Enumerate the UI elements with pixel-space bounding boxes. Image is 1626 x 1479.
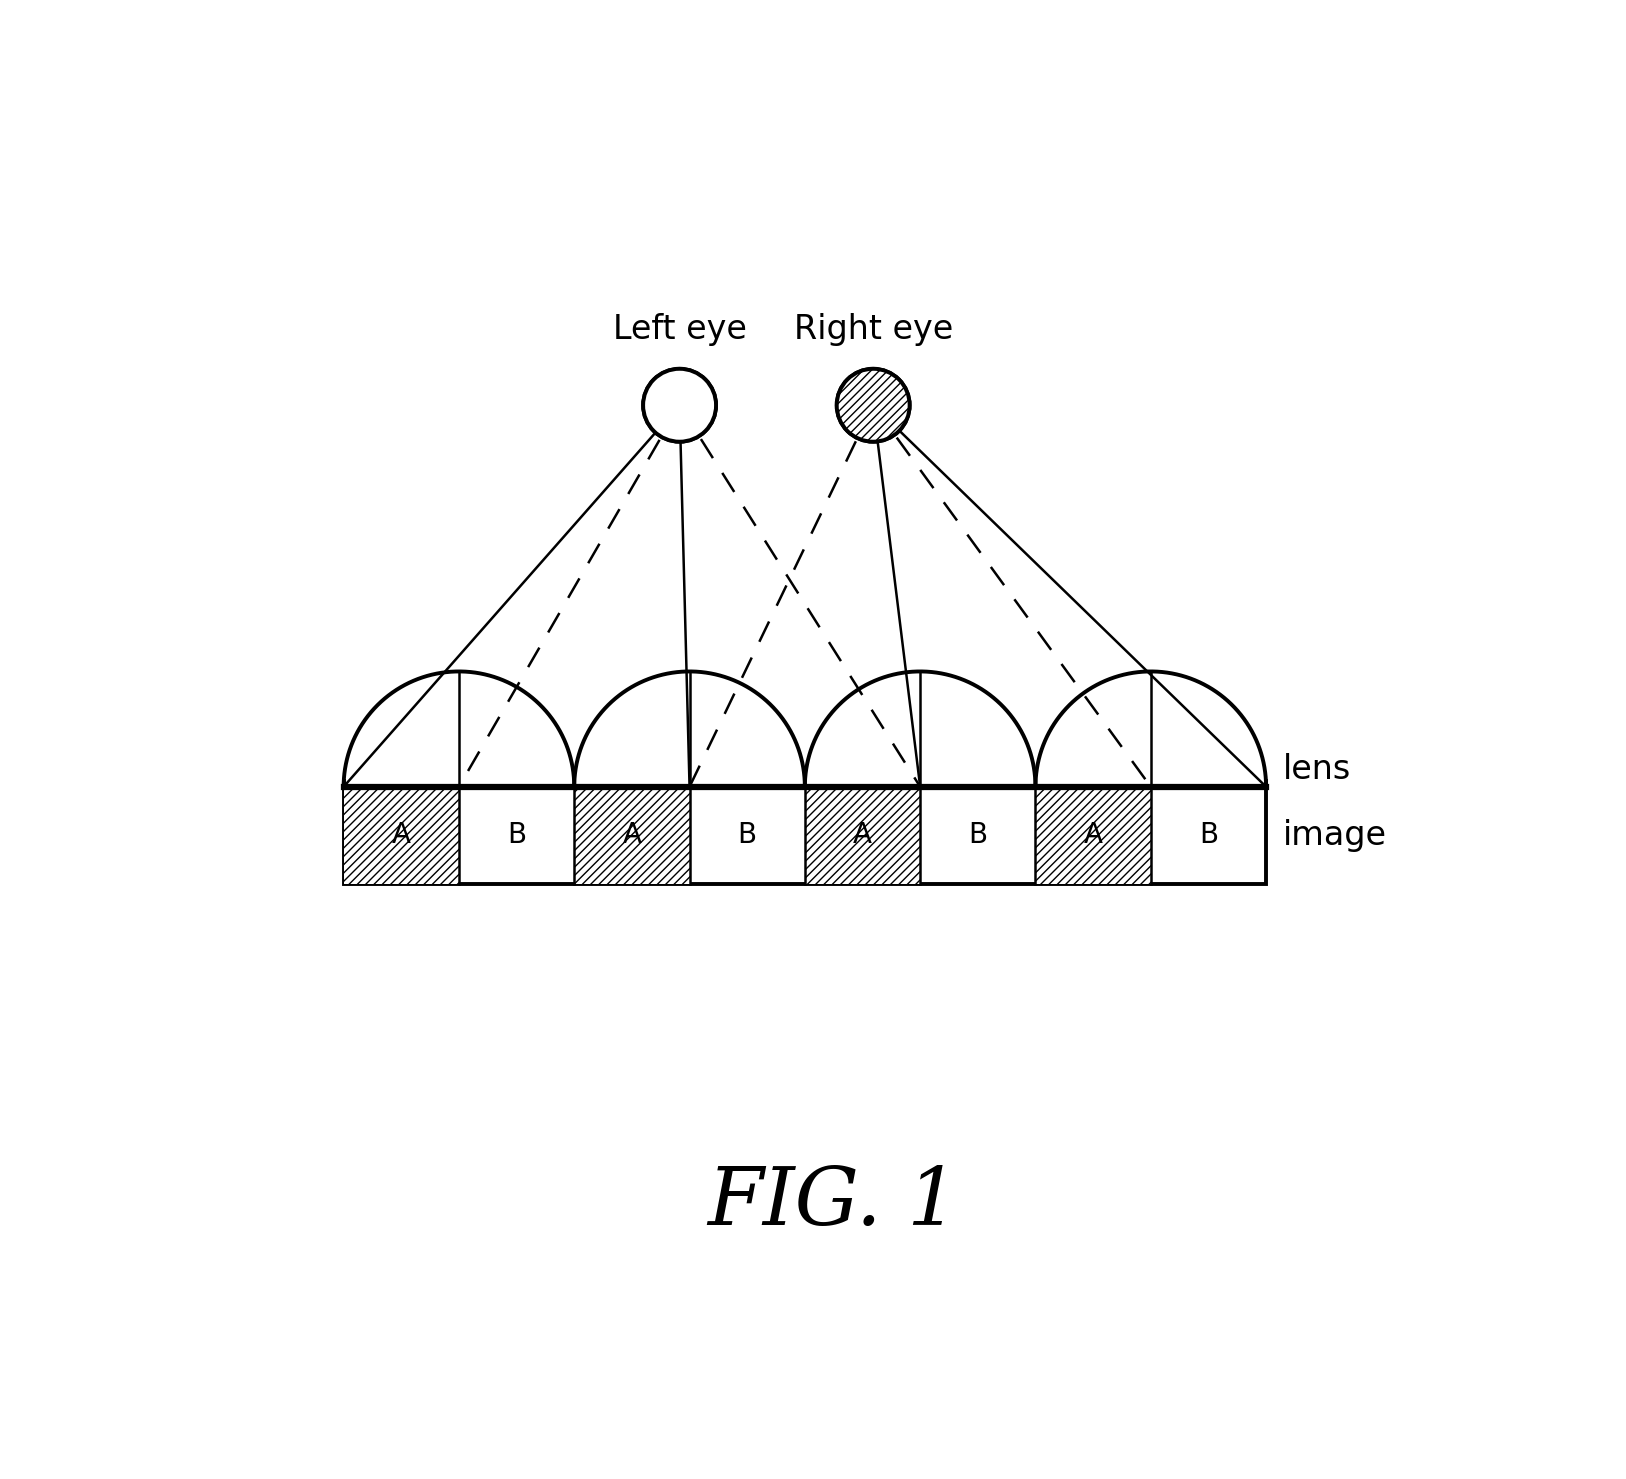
Bar bbox=[343, 787, 1267, 883]
Bar bbox=[805, 787, 920, 883]
Text: A: A bbox=[623, 821, 641, 849]
Circle shape bbox=[837, 368, 909, 442]
Text: B: B bbox=[1198, 821, 1218, 849]
Text: lens: lens bbox=[1283, 753, 1351, 785]
Circle shape bbox=[644, 368, 715, 442]
Text: Left eye: Left eye bbox=[613, 314, 746, 346]
Text: Right eye: Right eye bbox=[793, 314, 953, 346]
Circle shape bbox=[644, 368, 715, 442]
Circle shape bbox=[837, 368, 909, 442]
Text: FIG. 1: FIG. 1 bbox=[707, 1164, 959, 1241]
Text: A: A bbox=[392, 821, 411, 849]
Text: B: B bbox=[967, 821, 987, 849]
Bar bbox=[343, 787, 459, 883]
Text: B: B bbox=[507, 821, 527, 849]
Text: B: B bbox=[738, 821, 756, 849]
Text: A: A bbox=[1083, 821, 1102, 849]
Text: image: image bbox=[1283, 819, 1387, 852]
Bar bbox=[574, 787, 689, 883]
Bar bbox=[1036, 787, 1151, 883]
Text: A: A bbox=[854, 821, 872, 849]
